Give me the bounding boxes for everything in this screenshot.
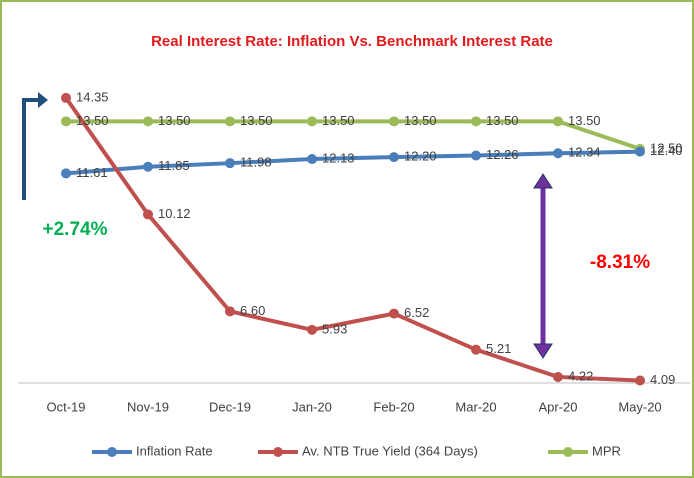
marker <box>635 375 645 386</box>
marker <box>471 150 481 161</box>
data-label: 13.50 <box>158 113 191 128</box>
arrow-heads <box>533 173 553 359</box>
data-label: 12.20 <box>404 149 437 164</box>
x-tick-label: Feb-20 <box>373 399 414 414</box>
marker <box>143 161 153 172</box>
data-label: 10.12 <box>158 206 191 221</box>
marker <box>307 154 317 165</box>
marker <box>389 308 399 319</box>
marker <box>471 344 481 355</box>
marker <box>389 152 399 163</box>
marker <box>553 148 563 159</box>
marker <box>143 116 153 127</box>
legend-marker <box>273 447 283 457</box>
data-label: 13.50 <box>486 113 519 128</box>
data-label: 14.35 <box>76 89 109 104</box>
legend-marker <box>107 447 117 457</box>
data-label: 12.50 <box>650 140 683 155</box>
legend-label: Inflation Rate <box>136 443 213 458</box>
data-label: 4.22 <box>568 368 593 383</box>
data-label: 5.93 <box>322 321 347 336</box>
data-label: 11.61 <box>76 165 108 180</box>
annotation: -8.31% <box>590 252 650 273</box>
marker <box>225 158 235 169</box>
data-label: 4.09 <box>650 372 675 387</box>
x-tick-label: Nov-19 <box>127 399 169 414</box>
x-tick-label: Jan-20 <box>292 399 332 414</box>
marker <box>61 92 71 103</box>
data-label: 12.26 <box>486 147 519 162</box>
marker <box>471 116 481 127</box>
marker <box>61 168 71 179</box>
arrow-head <box>38 92 48 108</box>
series-line <box>65 149 641 176</box>
legend-marker <box>563 447 573 457</box>
data-label: 11.98 <box>240 155 272 170</box>
marker <box>553 371 563 382</box>
x-tick-label: Apr-20 <box>538 399 577 414</box>
bent-arrow <box>22 98 40 200</box>
data-label: 13.50 <box>240 113 273 128</box>
series-line <box>64 96 641 383</box>
data-label: 13.50 <box>76 113 109 128</box>
x-tick-label: Mar-20 <box>455 399 496 414</box>
marker <box>389 116 399 127</box>
legend-label: MPR <box>592 443 621 458</box>
data-label: 11.85 <box>158 158 190 173</box>
annotation: +2.74% <box>43 219 108 240</box>
x-tick-label: Oct-19 <box>46 399 85 414</box>
marker <box>61 116 71 127</box>
data-label: 12.40 <box>650 143 683 158</box>
x-tick-label: May-20 <box>618 399 661 414</box>
data-label: 13.50 <box>568 113 601 128</box>
marker <box>307 324 317 335</box>
chart-title: Real Interest Rate: Inflation Vs. Benchm… <box>151 33 553 50</box>
marker <box>143 209 153 220</box>
data-label: 13.50 <box>404 113 437 128</box>
marker <box>225 306 235 317</box>
data-label: 6.60 <box>240 303 265 318</box>
marker <box>307 116 317 127</box>
x-tick-label: Dec-19 <box>209 399 251 414</box>
legend-label: Av. NTB True Yield (364 Days) <box>302 443 478 458</box>
marker <box>635 146 645 157</box>
marker <box>225 116 235 127</box>
data-label: 13.50 <box>322 113 355 128</box>
data-label: 12.34 <box>568 145 601 160</box>
marker <box>553 116 563 127</box>
data-label: 12.13 <box>322 150 355 165</box>
series-line <box>66 119 641 151</box>
data-label: 6.52 <box>404 305 429 320</box>
data-label: 5.21 <box>486 341 511 356</box>
